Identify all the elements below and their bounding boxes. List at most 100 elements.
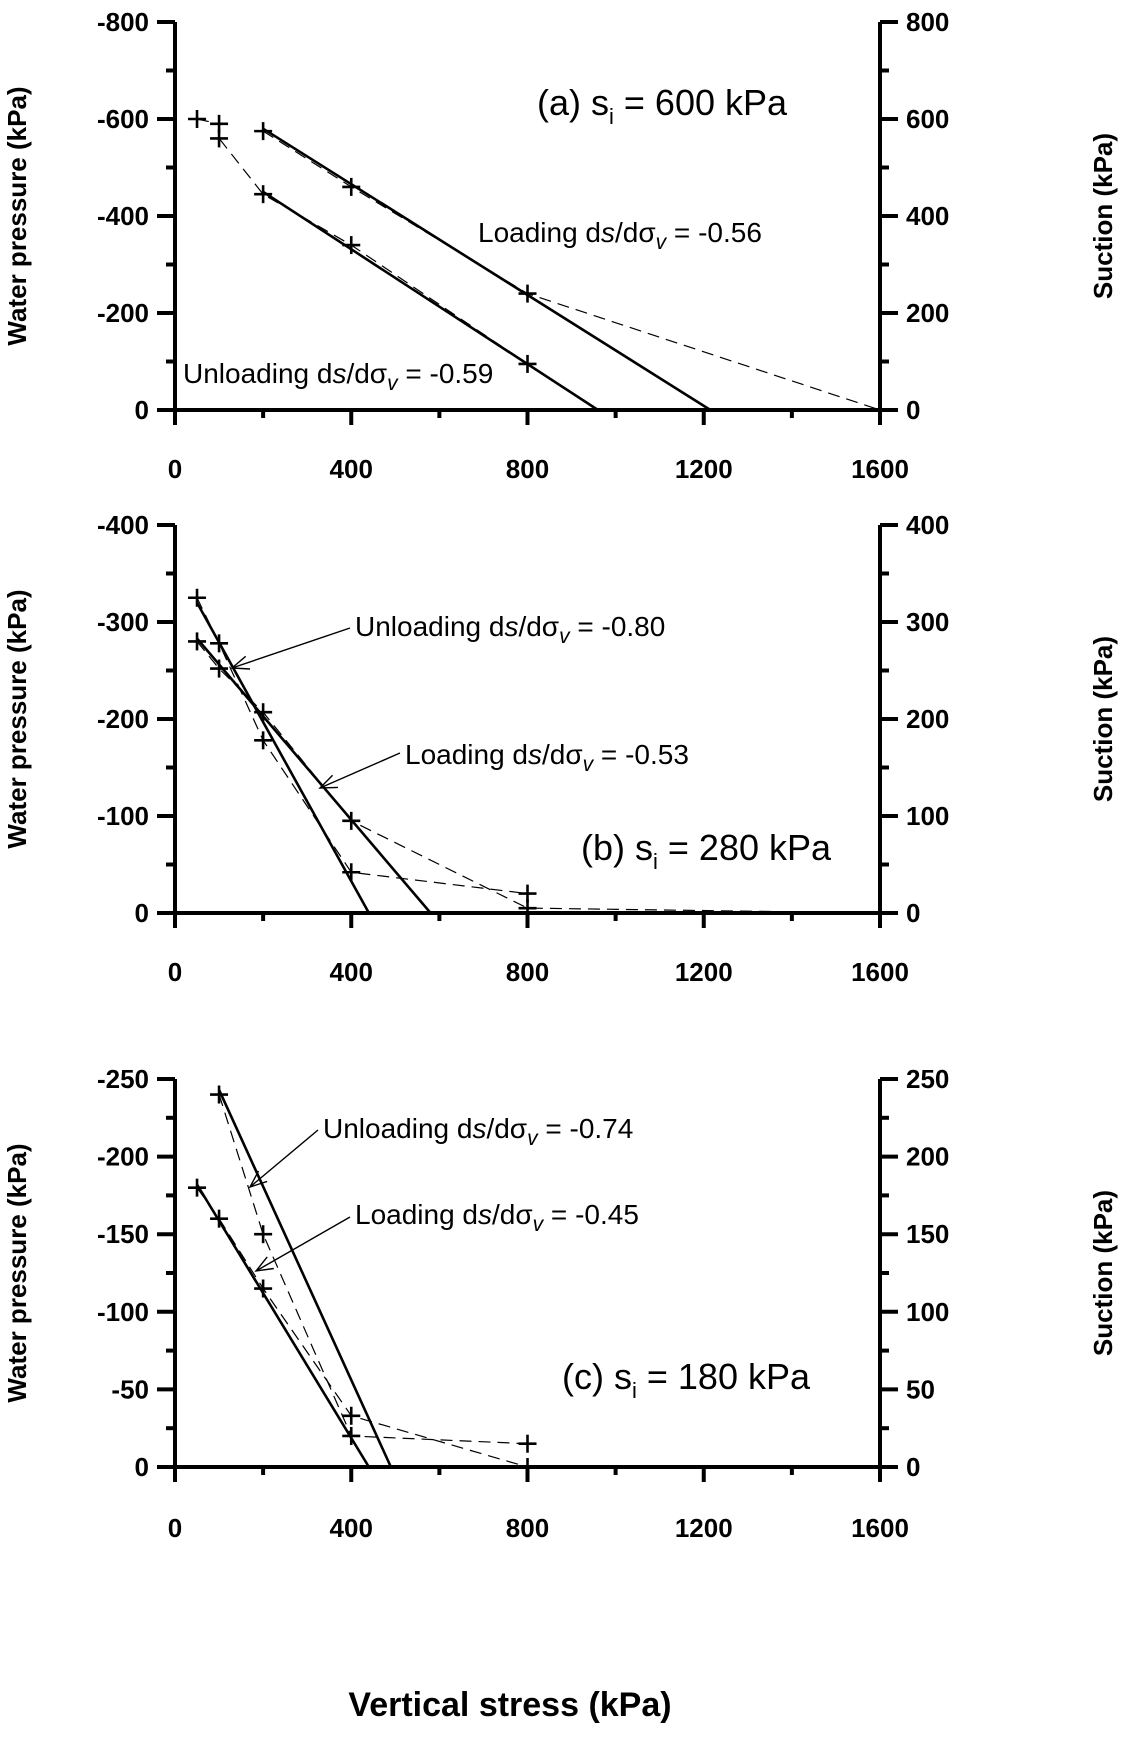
loading-fit-line: [196, 637, 432, 914]
loading-data-point: [871, 401, 889, 419]
x-tick-label: 800: [506, 1513, 549, 1543]
annotation-arrowhead: [248, 1170, 268, 1189]
annotation-arrow: [319, 752, 401, 789]
unloading-data-point: [254, 731, 273, 750]
unloading-data-point: [518, 1434, 537, 1453]
left-tick-label: -200: [97, 298, 149, 328]
right-tick-label: 300: [906, 607, 949, 637]
chart-panel-c: 0 400 800 1200 1600 0 0 -50 50 -100 100 -150 150 -200…: [2, 1064, 1118, 1543]
unloading-fit-line: [217, 1089, 393, 1468]
slope-annotation: Loading ds/dσv = -0.45: [355, 1199, 639, 1236]
loading-data-point: [342, 1406, 361, 1425]
annotation-arrow: [231, 627, 351, 669]
right-tick-label: 50: [906, 1374, 935, 1404]
annotation-arrowhead: [318, 774, 339, 789]
x-tick-label: 400: [330, 454, 373, 484]
unloading-data-point: [210, 1085, 229, 1104]
x-tick-label: 1200: [675, 957, 733, 987]
annotation-arrowhead: [230, 655, 251, 670]
left-axis-title: Water pressure (kPa): [2, 1143, 32, 1402]
loading-data-point: [871, 1458, 889, 1476]
x-tick-label: 800: [506, 957, 549, 987]
unloading-data-point: [518, 884, 537, 903]
loading-points-dashed-line: [196, 641, 881, 914]
x-tick-label: 1600: [851, 1513, 909, 1543]
x-tick-label: 1200: [675, 1513, 733, 1543]
unloading-data-point: [254, 1225, 273, 1244]
x-axis-title: Vertical stress (kPa): [348, 1686, 671, 1724]
left-tick-label: -400: [97, 201, 149, 231]
x-tick-label: 0: [168, 957, 182, 987]
unloading-fit-line: [195, 601, 371, 914]
slope-annotation: Unloading ds/dσv = -0.74: [323, 1113, 633, 1150]
left-tick-label: -50: [111, 1374, 149, 1404]
left-tick-label: 0: [135, 395, 149, 425]
right-tick-label: 200: [906, 1142, 949, 1172]
loading-data-point: [254, 122, 273, 141]
loading-points-dashed-line: [196, 1187, 880, 1468]
unloading-data-point: [254, 185, 273, 204]
left-tick-label: -100: [97, 1297, 149, 1327]
left-axis-title: Water pressure (kPa): [2, 86, 32, 345]
left-tick-label: -200: [97, 1142, 149, 1172]
right-tick-label: 0: [906, 1452, 920, 1482]
loading-data-point: [871, 904, 889, 922]
x-tick-label: 0: [168, 454, 182, 484]
right-axis-title: Suction (kPa): [1088, 133, 1118, 299]
right-tick-label: 150: [906, 1219, 949, 1249]
left-tick-label: -150: [97, 1219, 149, 1249]
unloading-fit-line: [262, 190, 599, 412]
panel-label: (c) si = 180 kPa: [562, 1356, 811, 1403]
left-tick-label: -250: [97, 1064, 149, 1094]
right-tick-label: 0: [906, 395, 920, 425]
left-tick-label: -100: [97, 801, 149, 831]
x-tick-label: 800: [506, 454, 549, 484]
left-tick-label: -400: [97, 510, 149, 540]
x-tick-label: 1600: [851, 454, 909, 484]
slope-annotation: Loading ds/dσv = -0.56: [478, 217, 762, 254]
left-tick-label: -800: [97, 7, 149, 37]
x-tick-label: 0: [168, 1513, 182, 1543]
left-axis-title: Water pressure (kPa): [2, 589, 32, 848]
slope-annotation: Unloading ds/dσv = -0.80: [355, 611, 665, 648]
right-tick-label: 100: [906, 801, 949, 831]
loading-data-point: [188, 632, 207, 651]
unloading-points-dashed-line: [218, 1094, 528, 1445]
loading-data-point: [518, 1458, 537, 1476]
annotation-arrow: [249, 1129, 319, 1188]
loading-data-point: [188, 1178, 207, 1197]
right-axis-title: Suction (kPa): [1088, 636, 1118, 802]
panel-label: (b) si = 280 kPa: [581, 827, 832, 874]
unloading-data-point: [210, 129, 229, 148]
right-tick-label: 250: [906, 1064, 949, 1094]
x-tick-label: 1600: [851, 957, 909, 987]
right-axis-title: Suction (kPa): [1088, 1190, 1118, 1356]
right-tick-label: 200: [906, 704, 949, 734]
right-tick-label: 800: [906, 7, 949, 37]
unloading-data-point: [188, 110, 207, 128]
loading-fit-line: [195, 1183, 371, 1468]
left-tick-label: -600: [97, 104, 149, 134]
right-tick-label: 400: [906, 201, 949, 231]
annotation-arrow: [255, 1216, 351, 1272]
slope-annotation: Unloading ds/dσv = -0.59: [183, 358, 493, 395]
left-tick-label: 0: [135, 1452, 149, 1482]
slope-annotation: Loading ds/dσv = -0.53: [405, 739, 689, 776]
panel-label: (a) si = 600 kPa: [537, 82, 788, 129]
right-tick-label: 0: [906, 898, 920, 928]
right-tick-label: 600: [906, 104, 949, 134]
loading-fit-line: [262, 127, 712, 412]
x-tick-label: 400: [330, 957, 373, 987]
left-tick-label: -300: [97, 607, 149, 637]
right-tick-label: 100: [906, 1297, 949, 1327]
left-tick-label: 0: [135, 898, 149, 928]
loading-points-dashed-line: [262, 130, 881, 411]
x-tick-label: 400: [330, 1513, 373, 1543]
left-tick-label: -200: [97, 704, 149, 734]
right-tick-label: 200: [906, 298, 949, 328]
right-tick-label: 400: [906, 510, 949, 540]
x-tick-label: 1200: [675, 454, 733, 484]
